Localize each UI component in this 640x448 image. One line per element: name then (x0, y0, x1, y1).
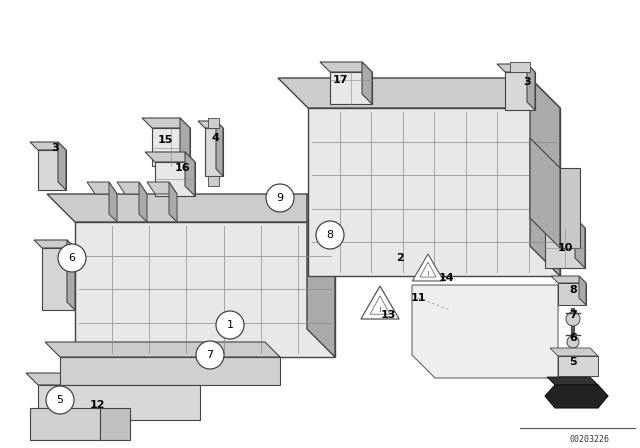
Polygon shape (30, 142, 66, 150)
Text: 12: 12 (89, 400, 105, 410)
Polygon shape (307, 194, 335, 357)
Text: 6: 6 (68, 253, 76, 263)
Polygon shape (142, 118, 190, 128)
Text: 00203226: 00203226 (570, 435, 610, 444)
Text: 10: 10 (557, 243, 573, 253)
Polygon shape (34, 240, 75, 248)
Polygon shape (75, 222, 335, 357)
Polygon shape (198, 121, 223, 128)
Text: 15: 15 (157, 135, 173, 145)
Polygon shape (575, 218, 585, 268)
Polygon shape (42, 248, 75, 310)
Polygon shape (330, 72, 372, 104)
Polygon shape (530, 78, 560, 276)
Circle shape (58, 244, 86, 272)
Polygon shape (547, 377, 598, 385)
Text: 9: 9 (276, 193, 284, 203)
Polygon shape (497, 64, 535, 72)
Polygon shape (147, 182, 177, 194)
Circle shape (46, 386, 74, 414)
Polygon shape (38, 385, 200, 420)
Polygon shape (26, 373, 200, 385)
Polygon shape (185, 152, 195, 196)
Polygon shape (145, 152, 195, 162)
Polygon shape (208, 176, 219, 186)
Text: 16: 16 (175, 163, 191, 173)
Polygon shape (67, 240, 75, 310)
Polygon shape (535, 218, 585, 228)
Polygon shape (205, 128, 223, 176)
Polygon shape (527, 64, 535, 110)
Polygon shape (545, 228, 585, 268)
Polygon shape (208, 118, 219, 128)
Text: 5: 5 (569, 357, 577, 367)
Text: 17: 17 (332, 75, 348, 85)
Polygon shape (169, 182, 177, 222)
Circle shape (216, 311, 244, 339)
Polygon shape (308, 108, 560, 276)
Polygon shape (38, 150, 66, 190)
Polygon shape (560, 168, 580, 248)
Polygon shape (278, 78, 560, 108)
Polygon shape (550, 348, 598, 356)
Polygon shape (420, 262, 436, 277)
Polygon shape (58, 142, 66, 190)
Text: 3: 3 (51, 143, 59, 153)
Polygon shape (370, 296, 390, 314)
Circle shape (266, 184, 294, 212)
Polygon shape (558, 283, 586, 305)
Polygon shape (361, 286, 399, 319)
Polygon shape (152, 128, 190, 166)
Polygon shape (47, 194, 335, 222)
Text: 8: 8 (569, 285, 577, 295)
Polygon shape (558, 356, 598, 376)
Polygon shape (545, 385, 608, 408)
Text: 13: 13 (380, 310, 396, 320)
Text: 2: 2 (396, 253, 404, 263)
Polygon shape (139, 182, 147, 222)
Circle shape (316, 221, 344, 249)
Text: 5: 5 (56, 395, 63, 405)
Text: 8: 8 (326, 230, 333, 240)
Text: 14: 14 (439, 273, 455, 283)
Polygon shape (100, 408, 130, 440)
Circle shape (567, 336, 579, 348)
Text: 7: 7 (569, 310, 577, 320)
Polygon shape (510, 62, 530, 72)
Polygon shape (87, 182, 117, 194)
Polygon shape (109, 182, 117, 222)
Text: 4: 4 (211, 133, 219, 143)
Text: !: ! (427, 271, 429, 277)
Polygon shape (412, 254, 444, 281)
Polygon shape (320, 62, 372, 72)
Polygon shape (117, 182, 147, 194)
Polygon shape (216, 121, 223, 176)
Text: 11: 11 (410, 293, 426, 303)
Polygon shape (60, 357, 280, 385)
Polygon shape (579, 276, 586, 305)
Polygon shape (362, 62, 372, 104)
Polygon shape (180, 118, 190, 166)
Text: !: ! (379, 307, 381, 313)
Circle shape (196, 341, 224, 369)
Text: 6: 6 (569, 333, 577, 343)
Polygon shape (155, 162, 195, 196)
Polygon shape (551, 276, 586, 283)
Circle shape (566, 312, 580, 326)
Polygon shape (30, 408, 100, 440)
Text: 7: 7 (207, 350, 214, 360)
Polygon shape (412, 285, 558, 378)
Text: 1: 1 (227, 320, 234, 330)
Polygon shape (45, 342, 280, 357)
Polygon shape (505, 72, 535, 110)
Text: 3: 3 (523, 77, 531, 87)
Polygon shape (530, 138, 560, 248)
